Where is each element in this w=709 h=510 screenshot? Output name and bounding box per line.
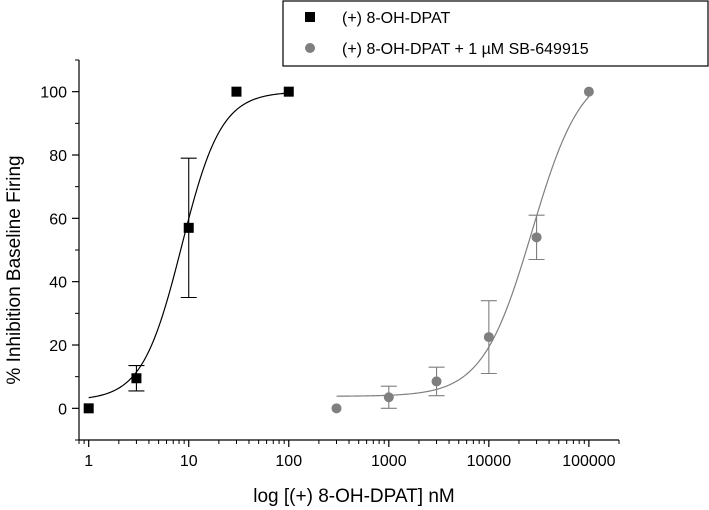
data-point	[431, 376, 442, 387]
x-tick-label: 1000	[371, 453, 407, 470]
x-tick-label: 100000	[562, 453, 615, 470]
y-tick-label: 100	[40, 85, 67, 102]
legend-label: (+) 8-OH-DPAT + 1 µM SB-649915	[342, 41, 589, 58]
y-tick-label: 0	[58, 401, 67, 418]
data-point	[531, 232, 542, 243]
data-point	[331, 403, 342, 414]
y-tick-label: 40	[49, 275, 67, 292]
legend-marker-square	[305, 12, 315, 22]
data-point	[83, 403, 94, 414]
data-point	[583, 86, 594, 97]
legend-box	[282, 0, 709, 67]
data-point	[231, 86, 242, 97]
y-tick-label: 60	[49, 211, 67, 228]
data-point	[383, 392, 394, 403]
legend: (+) 8-OH-DPAT (+) 8-OH-DPAT + 1 µM SB-649…	[282, 0, 709, 67]
x-tick-label: 10	[180, 453, 198, 470]
series-layer	[83, 86, 594, 414]
x-tick-label: 100	[275, 453, 302, 470]
series-1	[83, 86, 294, 414]
fit-curve	[336, 96, 590, 397]
data-point	[183, 222, 194, 233]
axes: 0 20 40 60 80 100 1 10 100 1000 10000 100000	[40, 59, 620, 470]
data-point	[131, 373, 142, 384]
y-axis-title: % Inhibition Baseline Firing	[4, 155, 25, 384]
series-2	[331, 86, 594, 414]
legend-label: (+) 8-OH-DPAT	[342, 10, 451, 27]
y-tick-label: 80	[49, 148, 67, 165]
data-point	[283, 86, 294, 97]
legend-marker-circle	[305, 43, 315, 53]
data-point	[483, 332, 494, 343]
x-axis-title: log [(+) 8-OH-DPAT] nM	[253, 486, 454, 507]
x-tick-label: 1	[84, 453, 93, 470]
y-tick-label: 20	[49, 338, 67, 355]
x-tick-label: 10000	[467, 453, 512, 470]
